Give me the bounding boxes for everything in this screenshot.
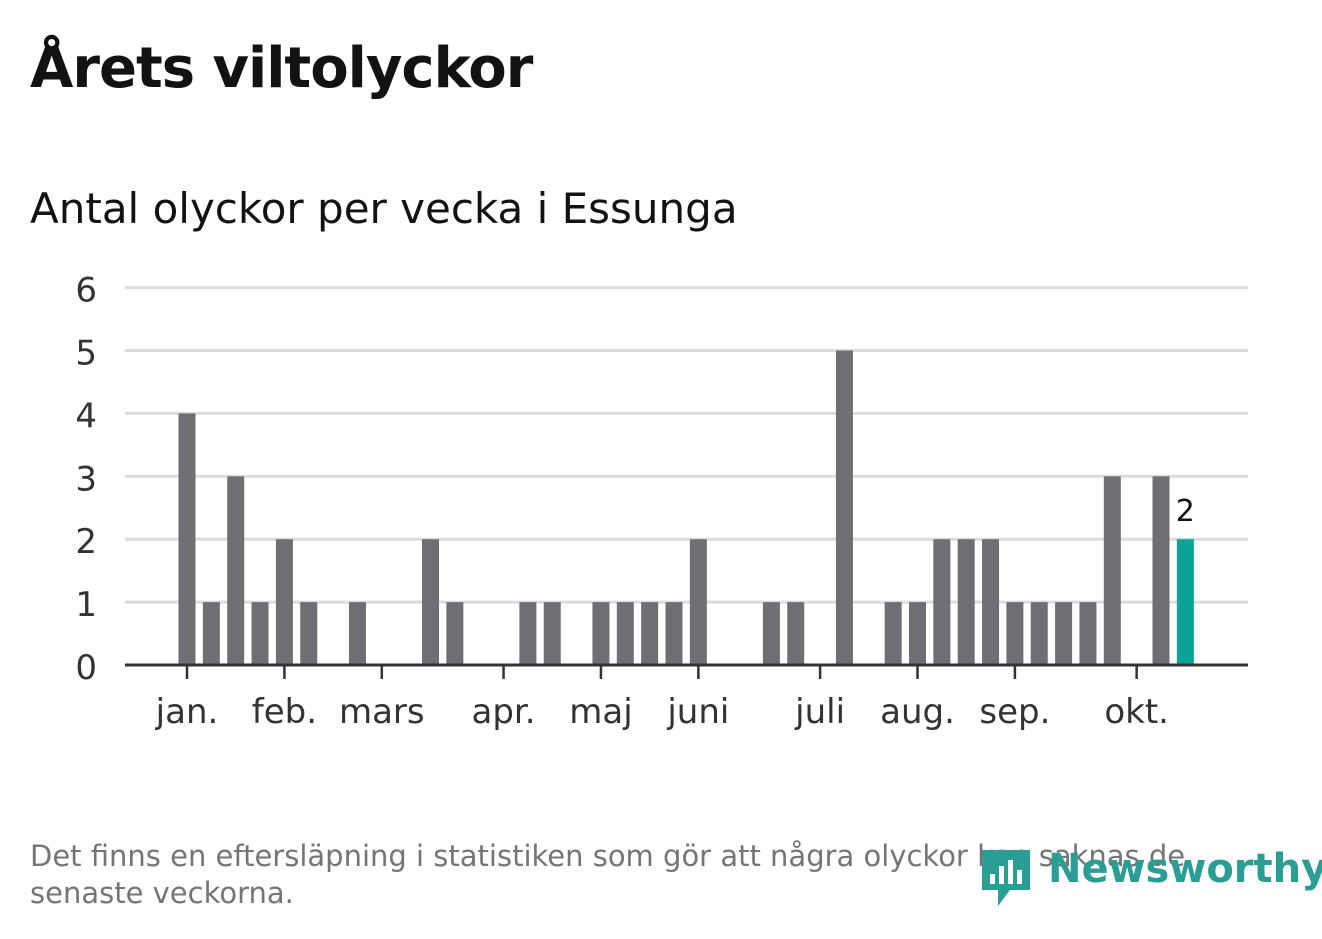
bars (178, 350, 1194, 665)
newsworthy-logo-icon (982, 850, 1030, 906)
bar-week-41 (1152, 476, 1170, 665)
x-tick-label: feb. (252, 692, 317, 732)
gridlines (125, 286, 1248, 604)
bar-week-12 (446, 602, 464, 665)
bar-week-42 (1176, 539, 1194, 665)
bar-week-30 (884, 602, 902, 665)
annotations: 2 (1176, 494, 1195, 529)
bar-week-31 (909, 602, 926, 665)
x-tick-label: okt. (1104, 692, 1169, 732)
x-tick-label: maj (569, 692, 632, 732)
bar-week-36 (1030, 602, 1048, 665)
bar-week-8 (348, 602, 366, 665)
x-tick-label: mars (339, 692, 425, 732)
bar-week-38 (1079, 602, 1097, 665)
bar-week-35 (1006, 602, 1024, 665)
bar-week-25 (762, 602, 780, 665)
x-tick-label: juli (794, 692, 845, 732)
bar-week-26 (787, 602, 805, 665)
bar-week-37 (1055, 602, 1073, 665)
bar-week-15 (519, 602, 537, 665)
x-tick-label: jan. (155, 692, 219, 732)
y-tick-label: 2 (75, 522, 97, 562)
bar-week-19 (616, 602, 634, 665)
y-tick-label: 3 (75, 459, 97, 499)
y-tick-label: 4 (75, 396, 97, 436)
x-axis-ticks: jan. feb. mars apr. maj juni juli aug. sep. okt. (155, 665, 1169, 732)
chart-title: Årets viltolyckor (30, 36, 533, 101)
bar-week-22 (689, 539, 707, 665)
bar-week-20 (641, 602, 659, 665)
y-tick-label: 1 (75, 585, 97, 625)
bar-week-3 (227, 476, 245, 665)
bar-week-21 (665, 602, 683, 665)
y-tick-label: 6 (75, 271, 97, 311)
bar-chart: 0 1 2 3 4 5 6 jan. feb. mars apr. maj juni juli aug. s… (75, 271, 1248, 732)
bar-week-16 (543, 602, 561, 665)
bar-week-32 (933, 539, 951, 665)
bar-week-5 (275, 539, 293, 665)
bar-week-18 (592, 602, 610, 665)
y-tick-label: 0 (75, 648, 97, 688)
bar-week-34 (982, 539, 1000, 665)
bar-week-28 (835, 350, 853, 665)
brand-name: Newsworthy (1048, 846, 1322, 892)
bar-week-11 (422, 539, 439, 665)
bar-week-2 (202, 602, 220, 665)
y-tick-label: 5 (75, 334, 97, 374)
x-tick-label: apr. (472, 692, 536, 732)
highlight-value-label: 2 (1176, 494, 1195, 529)
x-tick-label: sep. (979, 692, 1050, 732)
bar-week-39 (1103, 476, 1121, 665)
y-axis-tick-labels: 0 1 2 3 4 5 6 (75, 271, 97, 688)
bar-week-33 (957, 539, 975, 665)
x-tick-label: aug. (880, 692, 955, 732)
x-tick-label: juni (666, 692, 729, 732)
chart-subtitle: Antal olyckor per vecka i Essunga (30, 184, 738, 233)
bar-week-4 (251, 602, 269, 665)
bar-week-1 (178, 413, 196, 665)
bar-week-6 (300, 602, 318, 665)
